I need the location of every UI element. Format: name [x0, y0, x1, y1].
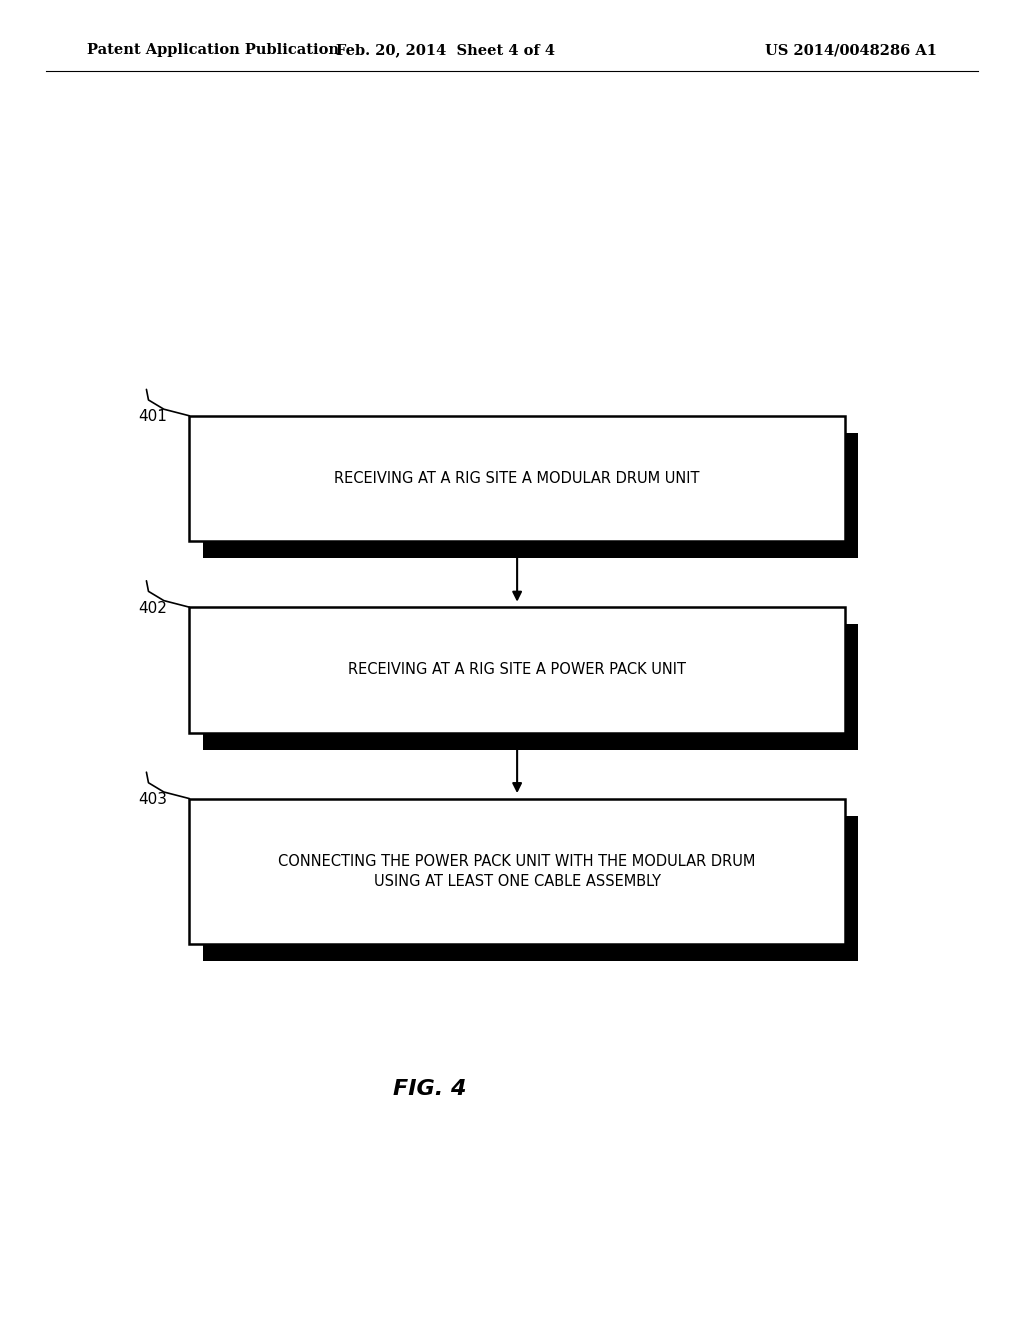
Bar — [189, 799, 845, 944]
Text: 402: 402 — [138, 601, 167, 615]
Bar — [189, 416, 845, 541]
Text: US 2014/0048286 A1: US 2014/0048286 A1 — [765, 44, 937, 57]
Bar — [203, 433, 858, 558]
Text: RECEIVING AT A RIG SITE A MODULAR DRUM UNIT: RECEIVING AT A RIG SITE A MODULAR DRUM U… — [335, 471, 699, 486]
Text: Patent Application Publication: Patent Application Publication — [87, 44, 339, 57]
Bar — [189, 607, 845, 733]
Bar — [203, 816, 858, 961]
Text: 401: 401 — [138, 409, 167, 424]
Text: FIG. 4: FIG. 4 — [393, 1078, 467, 1100]
Text: 403: 403 — [138, 792, 167, 807]
Text: RECEIVING AT A RIG SITE A POWER PACK UNIT: RECEIVING AT A RIG SITE A POWER PACK UNI… — [348, 663, 686, 677]
Text: Feb. 20, 2014  Sheet 4 of 4: Feb. 20, 2014 Sheet 4 of 4 — [336, 44, 555, 57]
Text: CONNECTING THE POWER PACK UNIT WITH THE MODULAR DRUM
USING AT LEAST ONE CABLE AS: CONNECTING THE POWER PACK UNIT WITH THE … — [279, 854, 756, 888]
Bar — [203, 624, 858, 750]
